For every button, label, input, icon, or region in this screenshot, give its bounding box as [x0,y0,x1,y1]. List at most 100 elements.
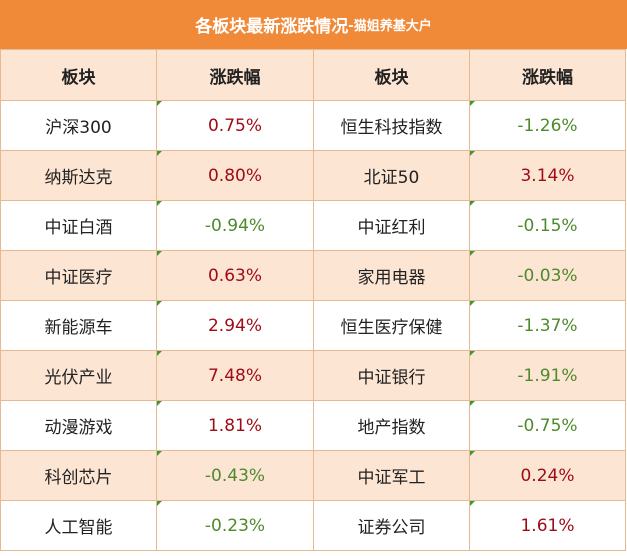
page-title: 各板块最新涨跌情况 [195,17,349,37]
sector-name-cell: 科创芯片 [0,450,157,501]
sector-name-cell: 家用电器 [313,250,470,301]
sector-name-cell: 中证白酒 [0,200,157,251]
table-row: 中证白酒 -0.94% 中证红利 -0.15% [0,200,626,251]
change-value: -0.75% [517,415,578,436]
sector-name: 中证银行 [357,368,426,388]
change-value: 0.24% [520,465,575,486]
sector-name: 证券公司 [357,518,426,538]
change-cell: -0.75% [469,400,626,451]
sector-name-cell: 纳斯达克 [0,150,157,201]
cell-comment-marker-icon [157,251,162,256]
sector-name-cell: 沪深300 [0,100,157,151]
change-value: 0.75% [207,115,262,136]
sector-name: 中证军工 [357,468,426,488]
change-value: -1.37% [517,315,578,336]
table-body: 沪深300 0.75% 恒生科技指数 -1.26% 纳斯达克 0.80% 北证50 3.14%… [0,100,626,551]
sector-name-cell: 恒生医疗保健 [313,300,470,351]
sector-name: 家用电器 [357,268,426,288]
change-value: -0.43% [204,465,266,486]
change-value: -0.03% [517,265,578,286]
change-cell: 0.24% [469,450,626,501]
change-cell: -0.23% [156,500,314,551]
cell-comment-marker-icon [157,151,162,156]
table-row: 新能源车 2.94% 恒生医疗保健 -1.37% [0,300,626,351]
change-value: -0.23% [204,515,266,536]
change-cell: 2.94% [156,300,314,351]
cell-comment-marker-icon [157,301,162,306]
sector-name-cell: 地产指数 [313,400,470,451]
title-bar: 各板块最新涨跌情况 -猫姐养基大户 [0,0,627,49]
header-sector-left: 板块 [0,49,157,101]
change-value: -1.26% [517,115,578,136]
cell-comment-marker-icon [157,201,162,206]
change-value: 3.14% [520,165,575,186]
sector-name-cell: 中证军工 [313,450,470,501]
sector-name: 人工智能 [44,518,113,538]
table-row: 沪深300 0.75% 恒生科技指数 -1.26% [0,100,626,151]
sector-name-cell: 恒生科技指数 [313,100,470,151]
change-cell: -0.15% [469,200,626,251]
sector-change-table: 板块 涨跌幅 板块 涨跌幅 沪深300 0.75% 恒生科技指数 -1.26% 纳斯达克… [0,49,626,551]
sector-name: 新能源车 [44,318,113,338]
change-cell: 1.61% [469,500,626,551]
change-value: -0.15% [517,215,578,236]
change-cell: -0.94% [156,200,314,251]
sector-name-cell: 新能源车 [0,300,157,351]
change-value: 7.48% [207,365,262,386]
sector-name: 光伏产业 [44,368,113,388]
sector-name: 中证白酒 [44,218,113,238]
change-cell: 7.48% [156,350,314,401]
change-value: 0.63% [207,265,262,286]
sector-name: 沪深300 [45,118,112,138]
cell-comment-marker-icon [157,351,162,356]
change-value: 0.80% [207,165,262,186]
change-cell: -1.37% [469,300,626,351]
sector-name-cell: 动漫游戏 [0,400,157,451]
sector-name-cell: 证券公司 [313,500,470,551]
change-cell: -0.03% [469,250,626,301]
sector-name-cell: 中证银行 [313,350,470,401]
change-cell: -1.26% [469,100,626,151]
header-change-right: 涨跌幅 [469,49,626,101]
sector-name: 科创芯片 [44,468,113,488]
table-row: 中证医疗 0.63% 家用电器 -0.03% [0,250,626,301]
change-cell: 0.80% [156,150,314,201]
cell-comment-marker-icon [470,151,475,156]
cell-comment-marker-icon [157,451,162,456]
table-row: 纳斯达克 0.80% 北证50 3.14% [0,150,626,201]
sector-name: 动漫游戏 [44,418,113,438]
cell-comment-marker-icon [470,251,475,256]
table-row: 光伏产业 7.48% 中证银行 -1.91% [0,350,626,401]
change-value: 1.61% [520,515,575,536]
page-subtitle: -猫姐养基大户 [348,19,432,34]
header-change-left: 涨跌幅 [156,49,314,101]
table-row: 科创芯片 -0.43% 中证军工 0.24% [0,450,626,501]
change-cell: -0.43% [156,450,314,501]
cell-comment-marker-icon [157,501,162,506]
cell-comment-marker-icon [470,351,475,356]
change-cell: 0.75% [156,100,314,151]
change-cell: 1.81% [156,400,314,451]
change-cell: 3.14% [469,150,626,201]
sector-name: 地产指数 [357,418,426,438]
cell-comment-marker-icon [470,401,475,406]
cell-comment-marker-icon [470,101,475,106]
cell-comment-marker-icon [157,101,162,106]
change-value: -0.94% [204,215,266,236]
cell-comment-marker-icon [470,301,475,306]
sector-name-cell: 中证医疗 [0,250,157,301]
cell-comment-marker-icon [470,501,475,506]
cell-comment-marker-icon [470,201,475,206]
cell-comment-marker-icon [157,401,162,406]
cell-comment-marker-icon [470,451,475,456]
sector-name: 恒生科技指数 [340,118,443,138]
header-row: 板块 涨跌幅 板块 涨跌幅 [0,49,626,101]
header-sector-right: 板块 [313,49,470,101]
sector-name-cell: 中证红利 [313,200,470,251]
sector-name-cell: 光伏产业 [0,350,157,401]
change-cell: 0.63% [156,250,314,301]
change-value: -1.91% [517,365,578,386]
table-row: 动漫游戏 1.81% 地产指数 -0.75% [0,400,626,451]
sector-name: 纳斯达克 [44,168,113,188]
change-value: 2.94% [207,315,262,336]
